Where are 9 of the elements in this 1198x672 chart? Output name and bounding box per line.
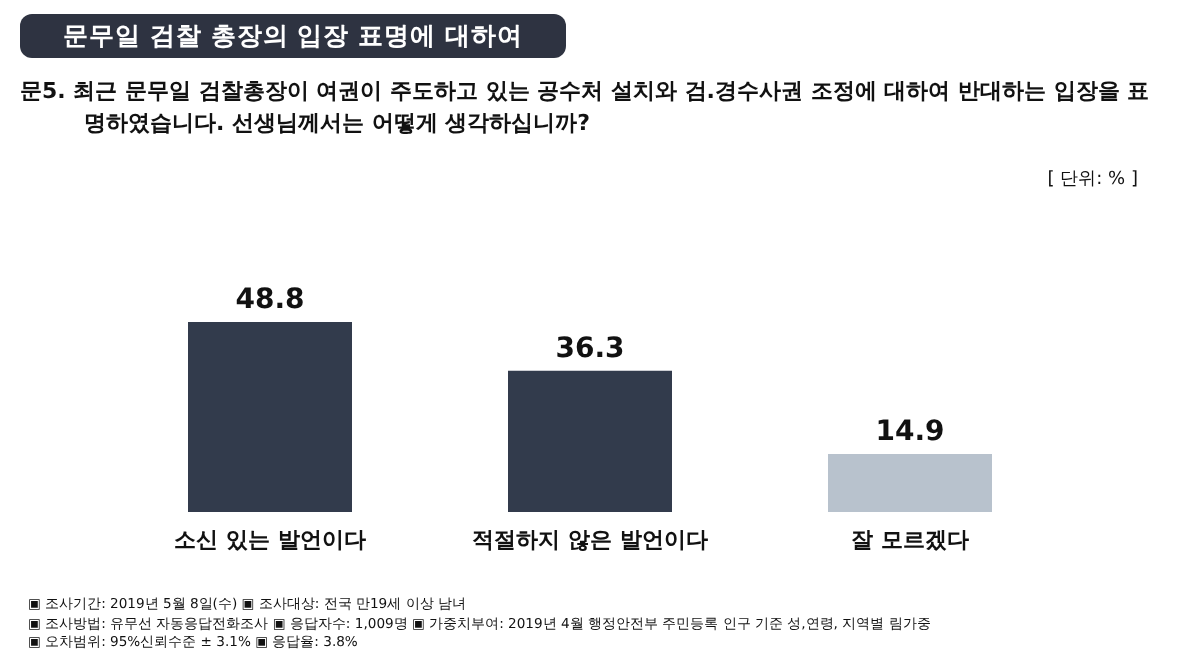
chart-title: 문무일 검찰 총장의 입장 표명에 대하여 bbox=[20, 14, 566, 58]
x-tick-label: 잘 모르겠다 bbox=[851, 527, 969, 553]
text: [ 단위: % ] bbox=[1047, 168, 1138, 192]
x-tick-label: 적절하지 않은 발언이다 bbox=[472, 527, 708, 553]
data-label: 14.9 bbox=[875, 415, 945, 448]
chart-subtitle: 문5. 최근 문무일 검찰총장이 여권이 주도하고 있는 공수처 설치와 검.경수사권 조정에 대하여 반대하는 입장을 표명하였습니다. 선생님께서는 어떻게 생각하십니까? bbox=[20, 76, 1152, 140]
data-label: 36.3 bbox=[555, 332, 625, 365]
x-tick-label: 소신 있는 발언이다 bbox=[174, 527, 366, 553]
data-label: 48.8 bbox=[235, 284, 305, 316]
